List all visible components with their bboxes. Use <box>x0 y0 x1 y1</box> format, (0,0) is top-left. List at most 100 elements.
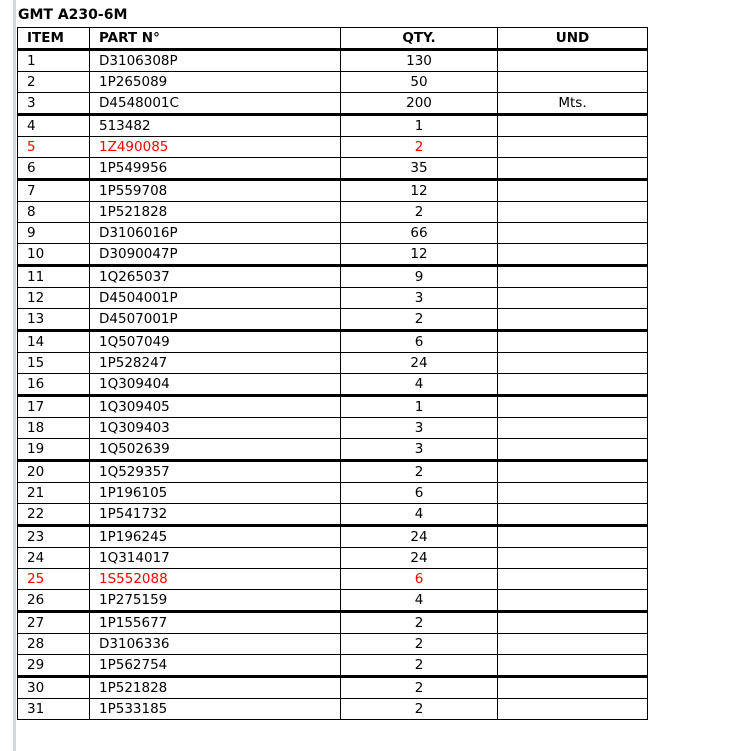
table-row: 11 1Q265037 9 <box>17 265 648 288</box>
cell-part: D3090047P <box>89 243 341 267</box>
cell-qty: 3 <box>340 287 498 309</box>
cell-qty: 24 <box>340 547 498 569</box>
cell-qty: 24 <box>340 525 498 548</box>
table-row: 24 1Q314017 24 <box>17 547 648 569</box>
table-row: 19 1Q502639 3 <box>17 438 648 462</box>
cell-part: D4507001P <box>89 308 341 332</box>
cell-part: 1P155677 <box>89 611 341 634</box>
table-row: 26 1P275159 4 <box>17 589 648 613</box>
cell-item: 18 <box>17 417 90 439</box>
cell-und <box>497 201 648 223</box>
cell-und <box>497 222 648 244</box>
table-row: 20 1Q529357 2 <box>17 460 648 483</box>
cell-part: D4548001C <box>89 92 341 116</box>
cell-und <box>497 157 648 181</box>
cell-qty: 130 <box>340 49 498 72</box>
cell-qty: 200 <box>340 92 498 116</box>
cell-und <box>497 71 648 93</box>
cell-part: 1P275159 <box>89 589 341 613</box>
cell-part: 1Q265037 <box>89 265 341 288</box>
cell-part: D3106016P <box>89 222 341 244</box>
cell-item: 31 <box>17 698 90 720</box>
table-row: 10 D3090047P 12 <box>17 243 648 267</box>
cell-item: 3 <box>17 92 90 116</box>
cell-item: 10 <box>17 243 90 267</box>
left-margin-bar <box>0 0 16 751</box>
cell-part: 1Q309403 <box>89 417 341 439</box>
cell-und <box>497 265 648 288</box>
cell-und <box>497 49 648 72</box>
cell-qty: 4 <box>340 503 498 527</box>
table-row: 21 1P196105 6 <box>17 482 648 504</box>
cell-part: 1P533185 <box>89 698 341 720</box>
document-title: GMT A230-6M <box>18 7 128 23</box>
table-row: 17 1Q309405 1 <box>17 395 648 418</box>
cell-qty: 9 <box>340 265 498 288</box>
table-row: 28 D3106336 2 <box>17 633 648 655</box>
cell-part: 1P265089 <box>89 71 341 93</box>
cell-item: 23 <box>17 525 90 548</box>
cell-item: 22 <box>17 503 90 527</box>
cell-item: 2 <box>17 71 90 93</box>
cell-part: 1Q309404 <box>89 373 341 397</box>
table-row: 18 1Q309403 3 <box>17 417 648 439</box>
cell-item: 4 <box>17 114 90 137</box>
cell-und <box>497 352 648 374</box>
cell-qty: 6 <box>340 330 498 353</box>
cell-part: 1P541732 <box>89 503 341 527</box>
cell-item: 17 <box>17 395 90 418</box>
cell-und <box>497 568 648 590</box>
cell-part: 1P562754 <box>89 654 341 678</box>
cell-part: 1S552088 <box>89 568 341 590</box>
cell-und <box>497 114 648 137</box>
table-row: 16 1Q309404 4 <box>17 373 648 397</box>
cell-qty: 4 <box>340 373 498 397</box>
cell-und <box>497 460 648 483</box>
cell-qty: 3 <box>340 417 498 439</box>
cell-part: 1Z490085 <box>89 136 341 158</box>
table-row: 15 1P528247 24 <box>17 352 648 374</box>
cell-und <box>497 417 648 439</box>
cell-item: 5 <box>17 136 90 158</box>
parts-table: ITEM PART N° QTY. UND 1 D3106308P 130 2 1P26… <box>17 27 648 720</box>
table-row: 14 1Q507049 6 <box>17 330 648 353</box>
cell-item: 24 <box>17 547 90 569</box>
cell-item: 20 <box>17 460 90 483</box>
table-row: 4 513482 1 <box>17 114 648 137</box>
cell-und <box>497 503 648 527</box>
cell-und <box>497 482 648 504</box>
cell-und <box>497 287 648 309</box>
table-row: 12 D4504001P 3 <box>17 287 648 309</box>
cell-qty: 2 <box>340 654 498 678</box>
cell-und <box>497 633 648 655</box>
cell-item: 16 <box>17 373 90 397</box>
cell-qty: 12 <box>340 179 498 202</box>
cell-qty: 1 <box>340 395 498 418</box>
cell-qty: 6 <box>340 568 498 590</box>
cell-und <box>497 589 648 613</box>
cell-part: 1Q314017 <box>89 547 341 569</box>
cell-qty: 66 <box>340 222 498 244</box>
table-row: 27 1P155677 2 <box>17 611 648 634</box>
cell-und <box>497 698 648 720</box>
cell-part: 1Q502639 <box>89 438 341 462</box>
cell-und <box>497 243 648 267</box>
header-qty: QTY. <box>340 27 498 51</box>
cell-qty: 2 <box>340 611 498 634</box>
table-row: 3 D4548001C 200 Mts. <box>17 92 648 116</box>
cell-item: 11 <box>17 265 90 288</box>
cell-und <box>497 330 648 353</box>
cell-part: 1Q309405 <box>89 395 341 418</box>
table-row: 7 1P559708 12 <box>17 179 648 202</box>
cell-und <box>497 136 648 158</box>
cell-und <box>497 525 648 548</box>
cell-part: D4504001P <box>89 287 341 309</box>
table-row: 9 D3106016P 66 <box>17 222 648 244</box>
cell-und <box>497 654 648 678</box>
cell-part: 1P549956 <box>89 157 341 181</box>
cell-item: 26 <box>17 589 90 613</box>
cell-qty: 2 <box>340 308 498 332</box>
table-row: 8 1P521828 2 <box>17 201 648 223</box>
cell-qty: 2 <box>340 201 498 223</box>
cell-item: 7 <box>17 179 90 202</box>
